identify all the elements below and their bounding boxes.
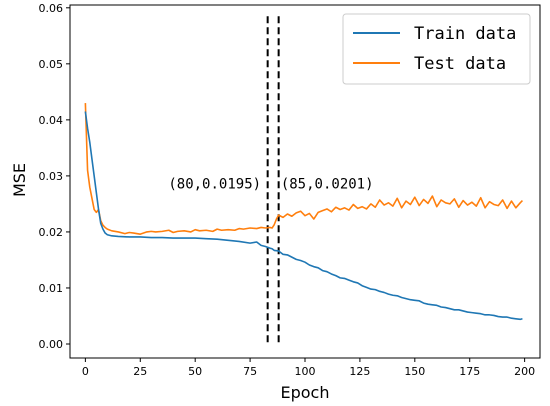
- y-tick-label: 0.03: [39, 170, 64, 183]
- plot-area: [84, 16, 524, 344]
- legend-label-train: Train data: [414, 24, 516, 44]
- x-tick-label: 75: [243, 365, 257, 378]
- x-tick-label: 150: [404, 365, 425, 378]
- point-annotation: (85,0.0201): [281, 177, 374, 193]
- y-tick-label: 0.01: [39, 282, 64, 295]
- y-tick-label: 0.06: [39, 2, 64, 15]
- x-tick-label: 125: [349, 365, 370, 378]
- x-tick-label: 200: [514, 365, 535, 378]
- annotations: (80,0.0195) (85,0.0201): [168, 177, 373, 193]
- x-tick-label: 25: [133, 365, 147, 378]
- point-annotation: (80,0.0195): [168, 177, 261, 193]
- x-tick-label: 0: [82, 365, 89, 378]
- series-train-line: [84, 111, 523, 321]
- legend: Train data Test data: [342, 13, 531, 85]
- y-tick-label: 0.05: [39, 58, 64, 71]
- series-test-line: [84, 103, 524, 235]
- x-tick-label: 175: [459, 365, 480, 378]
- x-axis-title: Epoch: [281, 383, 330, 402]
- legend-box: [342, 13, 531, 85]
- x-tick-label: 50: [188, 365, 202, 378]
- legend-label-test: Test data: [414, 54, 506, 74]
- x-axis-ticks: 0 25 50 75 100 125 150 175 200: [82, 358, 535, 378]
- y-tick-label: 0.02: [39, 226, 64, 239]
- y-axis-title: MSE: [10, 163, 29, 197]
- x-tick-label: 100: [295, 365, 316, 378]
- y-axis-ticks: 0.00 0.01 0.02 0.03 0.04 0.05 0.06: [39, 2, 70, 351]
- y-tick-label: 0.04: [39, 114, 64, 127]
- y-tick-label: 0.00: [39, 338, 64, 351]
